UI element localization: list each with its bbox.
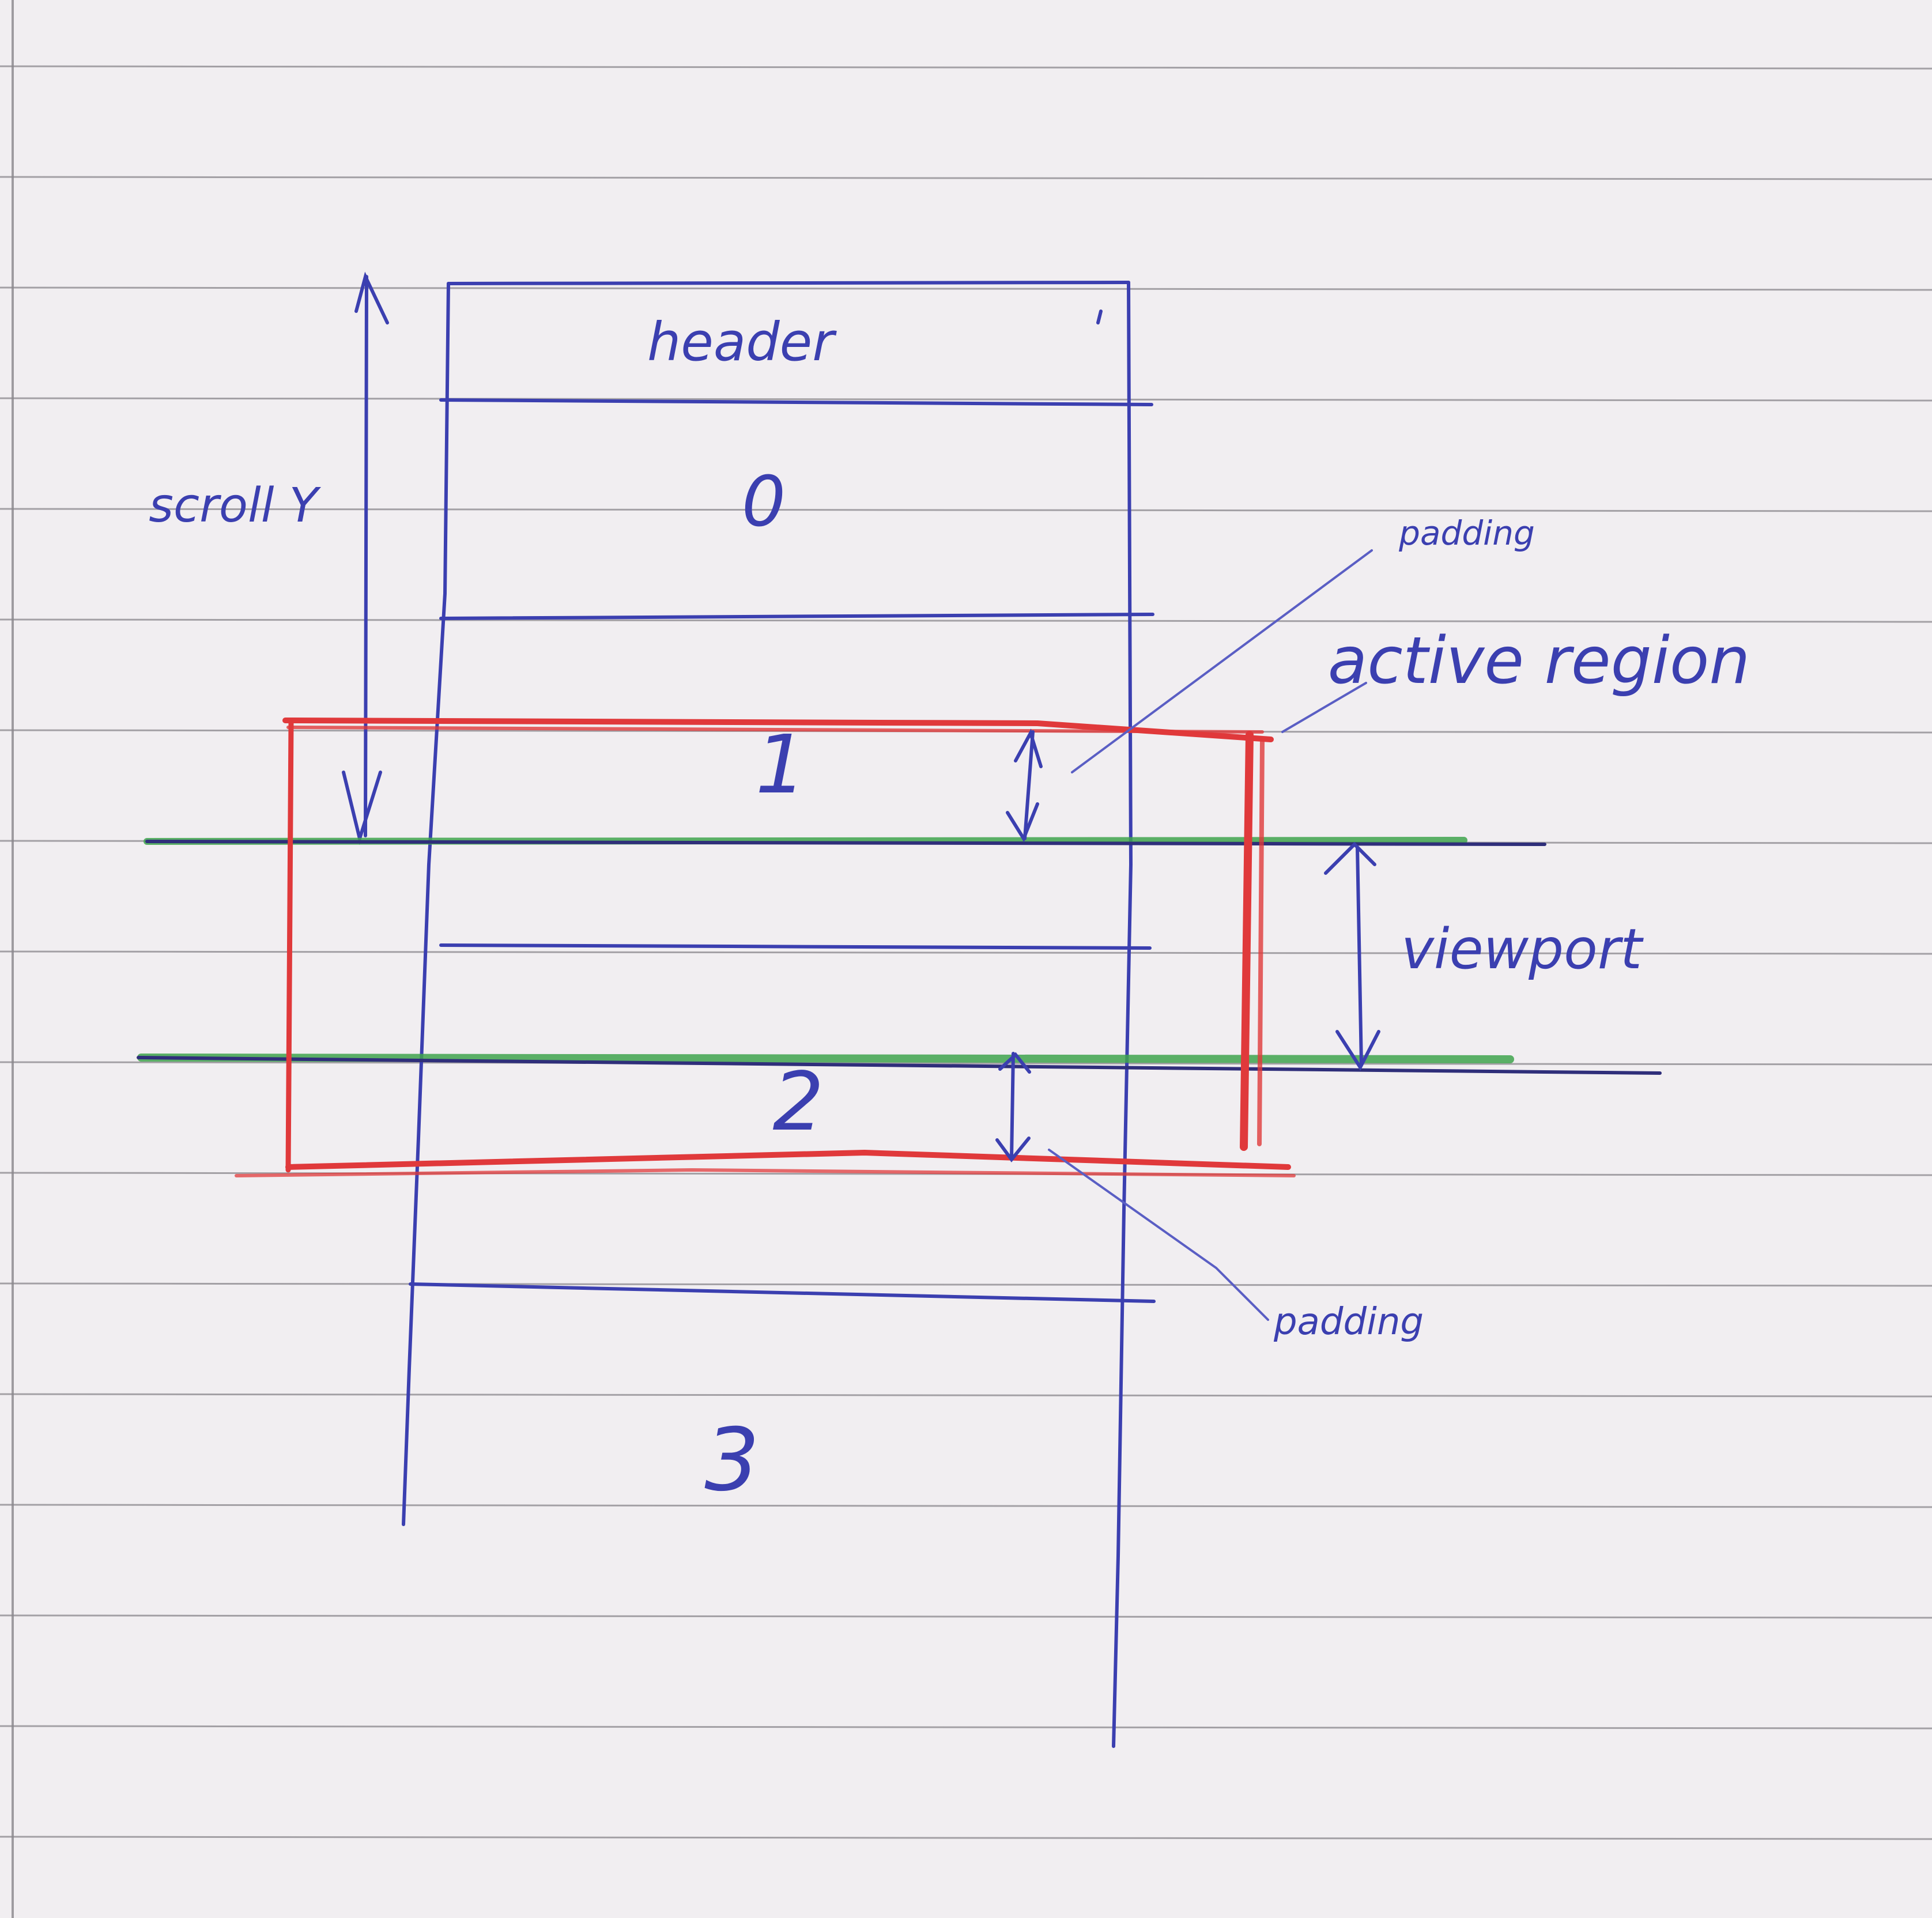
list-column — [402, 281, 1156, 1748]
ruled-line — [0, 950, 1932, 955]
row-3-label: 3 — [704, 1410, 759, 1511]
viewport-arrow — [1324, 841, 1380, 1071]
ruled-line — [0, 1393, 1932, 1398]
row-1-label: 1 — [755, 718, 806, 812]
separator-header — [439, 398, 1153, 406]
separator-2 — [409, 1282, 1156, 1303]
header-label: header — [647, 311, 837, 373]
ruled-line — [0, 1614, 1932, 1619]
ruled-line — [0, 1061, 1932, 1066]
row-2-label: 2 — [772, 1055, 824, 1149]
separator-0 — [439, 613, 1154, 620]
ruled-line — [0, 1725, 1932, 1730]
ruled-line — [0, 1504, 1932, 1508]
scroll-y-arrow — [342, 271, 389, 845]
ruled-line — [0, 176, 1932, 180]
ruled-line — [0, 618, 1932, 623]
padding-bottom-label: padding — [1273, 1301, 1424, 1343]
separator-1-mid — [439, 943, 1152, 950]
active-region-label: active region — [1328, 624, 1750, 699]
row-0-label: 0 — [742, 462, 786, 542]
ruled-line — [0, 65, 1932, 70]
ruled-line — [0, 397, 1932, 402]
ruled-line — [0, 508, 1932, 512]
leader-lines — [1048, 549, 1373, 1321]
viewport-label: viewport — [1401, 917, 1644, 981]
active-region-box — [235, 718, 1296, 1177]
scroll-y-label: scroll Y — [149, 478, 321, 533]
ruled-line — [0, 1836, 1932, 1840]
padding-top-label: padding — [1398, 514, 1535, 553]
ruled-line — [0, 1282, 1932, 1287]
padding-arrows — [995, 728, 1043, 1162]
ruled-line — [0, 286, 1932, 291]
